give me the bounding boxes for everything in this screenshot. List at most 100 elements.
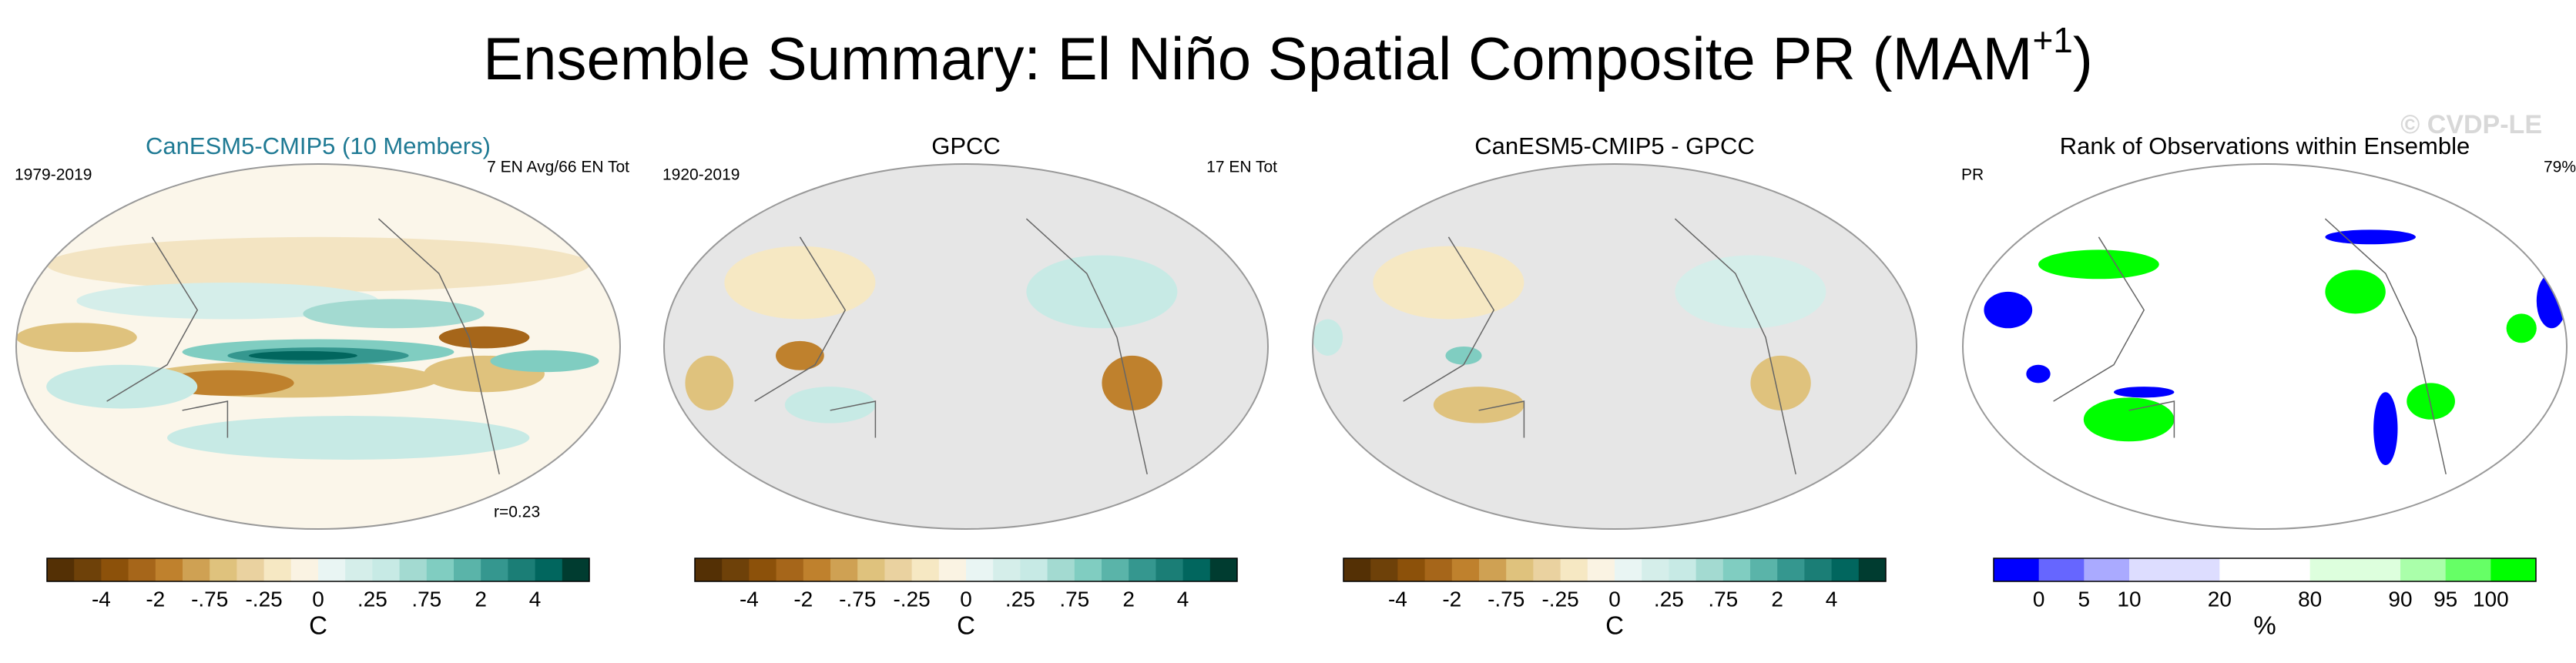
colorbar-box — [47, 558, 75, 581]
map-pattern — [1373, 246, 1524, 320]
map — [16, 164, 620, 529]
coastline — [754, 236, 847, 402]
map-pattern — [2038, 249, 2159, 280]
map — [1313, 164, 1917, 529]
colorbar-tick-label: 0 — [312, 587, 324, 611]
colorbar-box — [1129, 558, 1156, 581]
coastline — [182, 400, 229, 438]
colorbar-box — [2355, 558, 2401, 581]
colorbar-box — [372, 558, 401, 581]
colorbar-box — [1722, 558, 1751, 581]
panel-title: CanESM5-CMIP5 - GPCC — [1474, 132, 1754, 159]
map-pattern — [46, 236, 590, 292]
coastline — [1478, 400, 1525, 438]
colorbar-box — [345, 558, 373, 581]
colorbar-box — [1858, 558, 1887, 581]
colorbar-box — [101, 558, 129, 581]
colorbar-box — [884, 558, 913, 581]
colorbar-frame — [1343, 558, 1887, 582]
colorbar-unit: C — [309, 611, 327, 640]
coastline — [1025, 218, 1148, 475]
colorbar-box — [1479, 558, 1507, 581]
map-pattern — [2325, 270, 2386, 314]
colorbar-box — [857, 558, 885, 581]
colorbar-tick-label: 95 — [2433, 587, 2457, 611]
map — [664, 164, 1268, 529]
map-pattern — [1675, 255, 1826, 329]
map-background — [1963, 164, 2567, 529]
colorbar-box — [74, 558, 102, 581]
colorbar-tick-label: 2 — [1771, 587, 1783, 611]
colorbar-box — [776, 558, 804, 581]
colorbar-tick-label: .75 — [1059, 587, 1089, 611]
colorbar-tick-label: 10 — [2117, 587, 2141, 611]
map-pattern — [1750, 355, 1811, 410]
colorbar-tick-label: 90 — [2388, 587, 2412, 611]
colorbar-tick-label: 0 — [1608, 587, 1621, 611]
map-pattern — [1102, 355, 1162, 410]
coastline — [2128, 400, 2175, 438]
figure-title: Ensemble Summary: El Niño Spatial Compos… — [483, 20, 2093, 92]
map-pattern — [2325, 229, 2416, 245]
colorbar-tick-label: -2 — [146, 587, 165, 611]
colorbar-box — [1451, 558, 1480, 581]
map-pattern — [303, 299, 485, 329]
map-pattern — [490, 350, 599, 373]
right-label: 79% — [2544, 159, 2576, 176]
coastline — [1403, 236, 1495, 402]
map-pattern — [76, 283, 379, 320]
colorbar-box — [1560, 558, 1588, 581]
map-pattern — [438, 326, 530, 349]
colorbar-tick-label: -4 — [1388, 587, 1407, 611]
colorbar-box — [2265, 558, 2311, 581]
colorbar-box — [1209, 558, 1238, 581]
map-pattern — [724, 246, 876, 320]
colorbar-box — [1047, 558, 1075, 581]
colorbar-box — [1750, 558, 1778, 581]
map-pattern — [1445, 347, 1482, 365]
panel-title: Rank of Observations within Ensemble — [2060, 132, 2470, 159]
right-label: 17 EN Tot — [1206, 159, 1277, 176]
map — [1963, 164, 2567, 529]
left-label: PR — [1961, 166, 1984, 184]
colorbar-box — [2174, 558, 2220, 581]
title-main: Ensemble Summary: El Niño Spatial Compos… — [483, 25, 2032, 92]
colorbar-tick-label: -2 — [1442, 587, 1461, 611]
colorbar-tick-label: .25 — [1654, 587, 1684, 611]
colorbar-box — [938, 558, 967, 581]
colorbar-tick-label: 100 — [2473, 587, 2509, 611]
colorbar-box — [1506, 558, 1534, 581]
colorbar-box — [454, 558, 481, 581]
colorbar-box — [749, 558, 777, 581]
colorbar-box — [2219, 558, 2266, 581]
map-outline — [15, 163, 621, 530]
coastline — [2324, 218, 2447, 475]
title-end: ) — [2073, 25, 2093, 92]
colorbar-box — [1074, 558, 1102, 581]
colorbar-tick-label: 2 — [475, 587, 487, 611]
colorbar-tick-label: .75 — [1708, 587, 1738, 611]
colorbar-box — [2309, 558, 2356, 581]
colorbar-box — [535, 558, 563, 581]
map-pattern — [776, 340, 824, 370]
colorbar-box — [399, 558, 428, 581]
map-pattern — [685, 355, 734, 410]
colorbar-box — [236, 558, 265, 581]
colorbar-tick-label: 80 — [2298, 587, 2322, 611]
colorbar-tick-label: 4 — [529, 587, 542, 611]
colorbar-box — [1102, 558, 1129, 581]
map-pattern — [248, 350, 357, 360]
colorbar-box — [1343, 558, 1371, 581]
colorbar-tick-label: -.25 — [893, 587, 930, 611]
colorbar-box — [1615, 558, 1642, 581]
colorbar-box — [481, 558, 508, 581]
colorbar-box — [183, 558, 210, 581]
colorbar-box — [1777, 558, 1805, 581]
colorbar-box — [803, 558, 831, 581]
coastline — [2053, 236, 2145, 402]
panel-title: CanESM5-CMIP5 (10 Members) — [146, 132, 491, 159]
colorbar-box — [128, 558, 156, 581]
map-pattern — [1026, 255, 1178, 329]
